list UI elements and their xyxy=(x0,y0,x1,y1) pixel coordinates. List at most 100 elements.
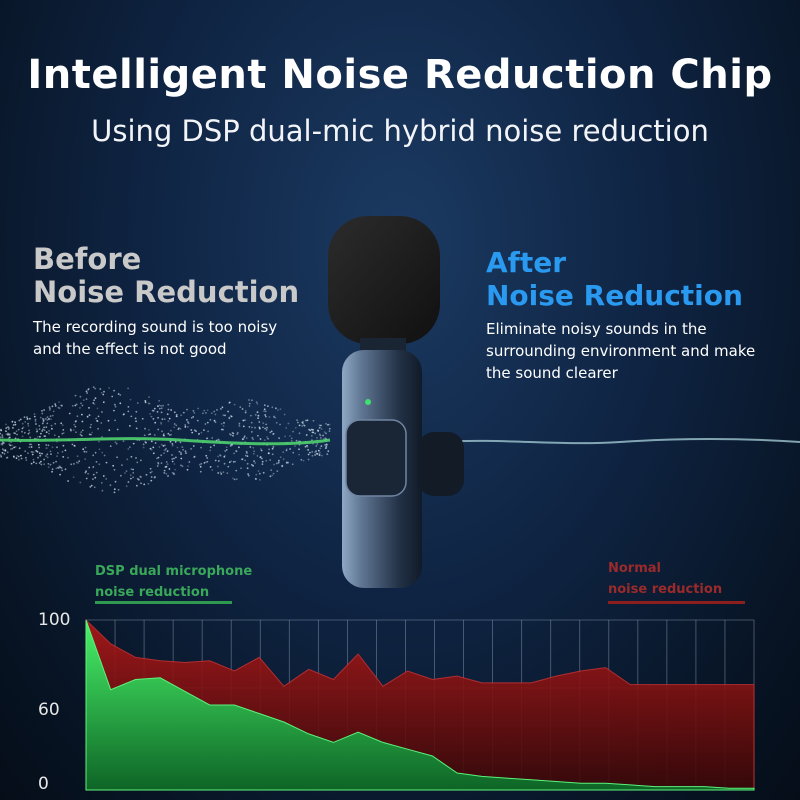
wave-dot xyxy=(260,448,262,450)
wave-dot xyxy=(267,437,269,440)
wave-dot xyxy=(312,428,314,431)
wave-dot xyxy=(27,432,30,435)
wave-dot xyxy=(182,411,185,414)
wave-dot xyxy=(37,456,39,459)
after-description: Eliminate noisy sounds in the surroundin… xyxy=(486,318,786,384)
wave-dot xyxy=(49,450,52,453)
wave-dot xyxy=(74,394,77,397)
wave-dot xyxy=(294,445,296,447)
wave-dot xyxy=(197,407,200,410)
wave-dot xyxy=(258,472,261,475)
wave-dot xyxy=(114,441,117,444)
wave-dot xyxy=(50,418,52,421)
wave-dot xyxy=(327,423,329,426)
wave-dot xyxy=(281,464,284,467)
legend-normal-line1: Normal xyxy=(608,561,661,576)
wave-dot xyxy=(57,406,60,409)
wave-dot xyxy=(318,426,321,429)
wave-dot xyxy=(179,428,182,430)
wave-dot xyxy=(30,446,33,448)
wave-dot xyxy=(93,403,96,405)
wave-dot xyxy=(306,419,309,422)
wave-dot xyxy=(98,463,101,466)
wave-dot xyxy=(68,412,71,415)
wave-dot xyxy=(45,444,48,446)
wave-dot xyxy=(113,389,115,392)
legend-dsp-line1: DSP dual microphone xyxy=(95,564,253,579)
wave-dot xyxy=(234,460,237,463)
wave-dot xyxy=(257,417,259,419)
wave-dot xyxy=(270,469,273,472)
wave-dot xyxy=(93,486,96,489)
wave-dot xyxy=(85,398,88,400)
wave-dot xyxy=(180,451,182,454)
wave-dot xyxy=(160,407,163,410)
wave-dot xyxy=(62,444,65,447)
wave-dot xyxy=(180,414,183,417)
wave-dot xyxy=(62,429,65,431)
wave-dot xyxy=(163,472,166,474)
wave-dot xyxy=(254,426,256,429)
wave-dot xyxy=(235,469,238,472)
wave-dot xyxy=(259,438,262,440)
wave-dot xyxy=(51,446,54,449)
wave-dot xyxy=(206,421,209,424)
wave-dot xyxy=(84,471,87,474)
wave-dot xyxy=(260,449,263,452)
wave-dot xyxy=(113,488,116,491)
wave-dot xyxy=(162,404,164,407)
wave-dot xyxy=(320,424,322,427)
wave-dot xyxy=(176,446,179,449)
wave-dot xyxy=(92,473,95,476)
wave-dot xyxy=(43,463,45,466)
wave-dot xyxy=(187,426,189,428)
wave-dot xyxy=(322,434,324,437)
wave-dot xyxy=(161,418,164,421)
wave-dot xyxy=(152,446,155,449)
wave-dot xyxy=(109,445,112,448)
wave-dot xyxy=(127,481,130,483)
wave-dot xyxy=(82,448,85,451)
wave-dot xyxy=(21,422,24,425)
wave-dot xyxy=(1,442,4,445)
wave-dot xyxy=(175,413,178,416)
wave-dot xyxy=(79,481,82,484)
wave-dot xyxy=(227,465,230,468)
wave-dot xyxy=(45,447,48,449)
wave-dot xyxy=(238,425,241,428)
wave-dot xyxy=(119,402,122,405)
wave-dot xyxy=(209,446,212,449)
wave-dot xyxy=(198,433,200,436)
wave-dot xyxy=(30,462,33,465)
wave-dot xyxy=(14,423,17,426)
wave-dot xyxy=(55,467,58,470)
wave-dot xyxy=(200,431,203,434)
wave-dot xyxy=(130,468,133,470)
wave-dot xyxy=(116,456,118,459)
wave-dot xyxy=(303,424,306,427)
wave-dot xyxy=(188,461,191,463)
wave-dot xyxy=(92,402,95,404)
wave-dot xyxy=(205,412,207,414)
wave-dot xyxy=(73,423,76,426)
wave-dot xyxy=(67,456,69,459)
wave-dot xyxy=(298,432,301,435)
legend-normal-line2: noise reduction xyxy=(608,582,723,597)
wave-dot xyxy=(144,427,146,430)
wave-dot xyxy=(290,439,293,442)
wave-dot xyxy=(84,458,87,460)
wave-dot xyxy=(238,422,241,425)
after-heading-line2: Noise Reduction xyxy=(486,279,743,312)
wave-dot xyxy=(132,442,135,445)
wave-dot xyxy=(74,425,77,428)
wave-dot xyxy=(173,457,175,460)
wave-dot xyxy=(13,446,16,449)
wave-dot xyxy=(38,452,41,454)
wave-dot xyxy=(28,429,30,432)
wave-dot xyxy=(271,447,274,450)
wave-dot xyxy=(162,433,165,435)
wave-dot xyxy=(61,432,64,435)
wave-dot xyxy=(25,456,27,459)
wave-dot xyxy=(0,429,2,432)
wave-dot xyxy=(35,462,38,465)
